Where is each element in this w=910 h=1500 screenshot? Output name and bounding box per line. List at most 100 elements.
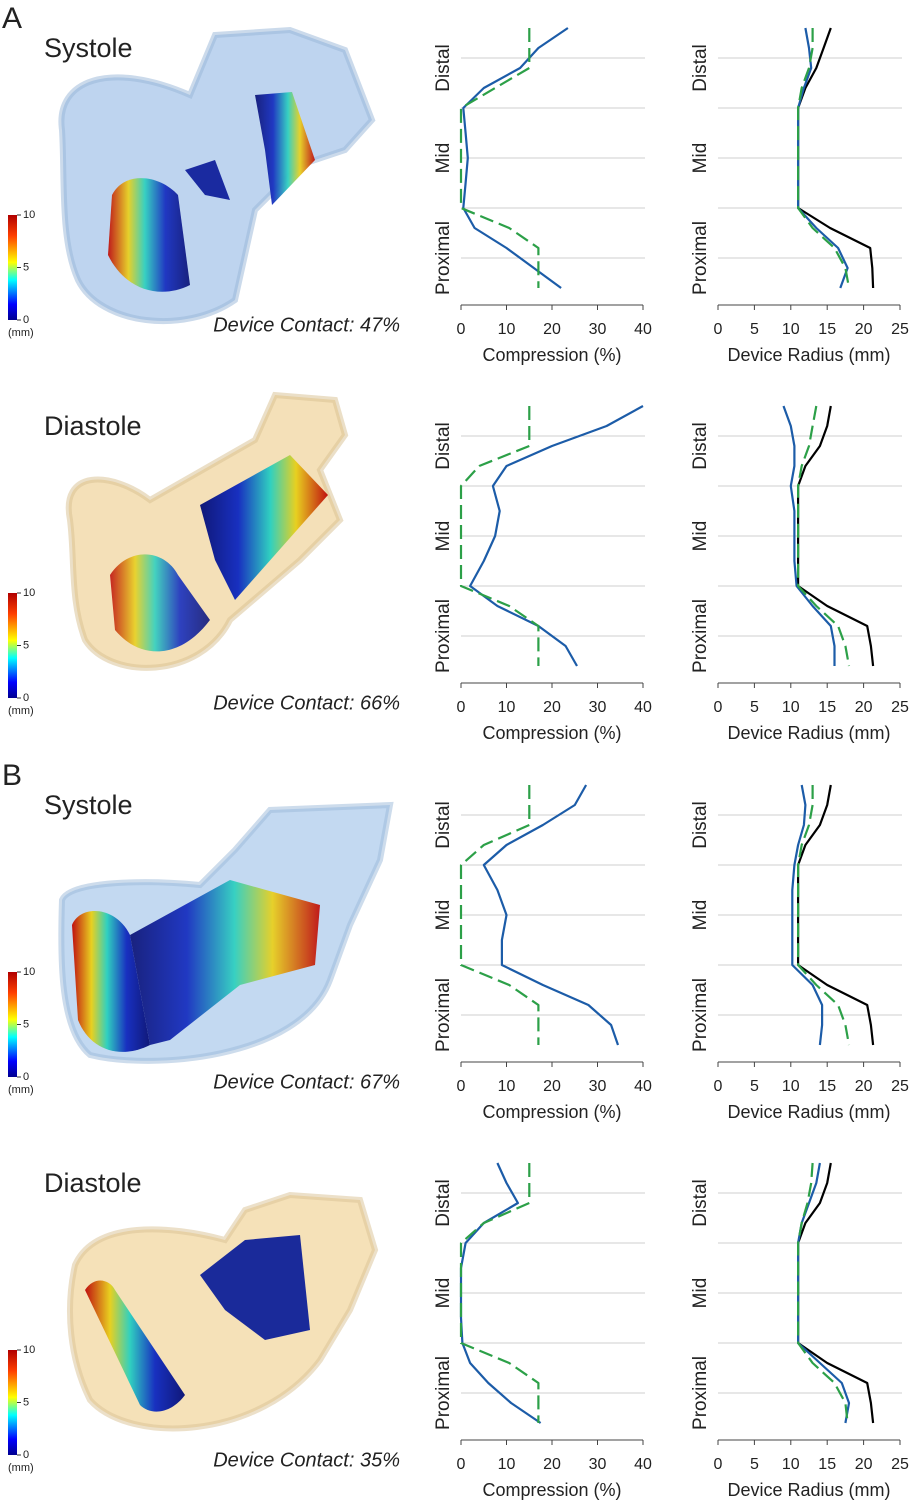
x-tick-label: 0 [457,1456,466,1473]
x-tick-label: 10 [498,1456,516,1473]
colorbar-unit: (mm) [8,327,34,339]
x-axis-label: Compression (%) [482,723,621,743]
render-b-diastole [67,1191,379,1432]
y-tick-label: Mid [433,521,454,552]
phase-label: Systole [44,790,133,820]
x-tick-label: 5 [750,1456,759,1473]
x-tick-label: 15 [818,321,836,338]
y-tick-label: Mid [690,521,711,552]
colorbar-unit: (mm) [8,705,34,717]
colorbar [8,215,17,320]
y-tick-label: Proximal [433,978,454,1052]
series-line [482,784,620,1046]
colorbar-tick-label: 5 [23,1396,29,1408]
render-a-systole [58,26,376,325]
y-tick-label: Proximal [433,599,454,673]
y-tick-label: Distal [690,801,711,849]
x-tick-label: 20 [543,1078,561,1095]
x-tick-label: 0 [714,1456,723,1473]
contact-label: Device Contact: 67% [213,1071,400,1093]
colorbar [8,972,17,1077]
x-tick-label: 20 [855,321,873,338]
x-tick-label: 25 [891,321,909,338]
render-a-diastole [65,391,349,671]
contact-label: Device Contact: 47% [213,314,400,336]
x-tick-label: 15 [818,699,836,716]
x-tick-label: 40 [634,1078,652,1095]
x-tick-label: 0 [714,1078,723,1095]
series-line [797,785,851,1046]
series-line [797,405,851,667]
y-tick-label: Mid [433,1278,454,1309]
x-tick-label: 5 [750,699,759,716]
y-tick-label: Distal [690,1179,711,1227]
x-tick-label: 5 [750,1078,759,1095]
colorbar [8,593,17,698]
x-axis-label: Device Radius (mm) [727,723,890,743]
x-tick-label: 0 [457,699,466,716]
y-tick-label: Mid [690,1278,711,1309]
y-tick-label: Proximal [690,1356,711,1430]
series-line [797,28,851,289]
series-line [791,784,824,1046]
x-tick-label: 20 [543,1456,561,1473]
y-tick-label: Proximal [690,978,711,1052]
phase-label: Systole [44,33,133,63]
x-tick-label: 40 [634,699,652,716]
series-line [459,1163,540,1423]
x-tick-label: 20 [855,1456,873,1473]
colorbar [8,1350,17,1455]
x-tick-label: 30 [589,1456,607,1473]
y-tick-label: Mid [433,900,454,931]
y-tick-label: Proximal [690,221,711,295]
x-axis-label: Device Radius (mm) [727,1480,890,1500]
x-tick-label: 20 [543,699,561,716]
x-tick-label: 0 [457,1078,466,1095]
x-tick-label: 0 [457,321,466,338]
contact-label: Device Contact: 35% [213,1449,400,1471]
colorbar-tick-label: 0 [23,1071,29,1083]
colorbar-tick-label: 0 [23,314,29,326]
y-tick-label: Distal [690,422,711,470]
x-tick-label: 10 [782,321,800,338]
y-tick-label: Distal [433,422,454,470]
x-tick-label: 15 [818,1078,836,1095]
series-line [459,28,540,288]
x-tick-label: 25 [891,1078,909,1095]
y-tick-label: Distal [433,1179,454,1227]
series-line [782,405,836,666]
x-tick-label: 0 [714,321,723,338]
colorbar-tick-label: 5 [23,1018,29,1030]
y-tick-label: Proximal [690,599,711,673]
x-tick-label: 25 [891,699,909,716]
colorbar-tick-label: 5 [23,261,29,273]
x-tick-label: 25 [891,1456,909,1473]
colorbar-unit: (mm) [8,1462,34,1474]
colorbar-tick-label: 5 [23,639,29,651]
y-tick-label: Proximal [433,1356,454,1430]
y-tick-label: Proximal [433,221,454,295]
series-line [459,406,540,666]
x-tick-label: 10 [782,699,800,716]
x-tick-label: 20 [855,699,873,716]
x-axis-label: Device Radius (mm) [727,1102,890,1122]
x-tick-label: 40 [634,321,652,338]
colorbar-tick-label: 0 [23,1449,29,1461]
colorbar-tick-label: 10 [23,587,35,599]
x-tick-label: 30 [589,1078,607,1095]
x-tick-label: 10 [782,1078,800,1095]
x-tick-label: 20 [543,321,561,338]
y-tick-label: Mid [690,900,711,931]
y-tick-label: Distal [433,44,454,92]
x-tick-label: 10 [498,321,516,338]
x-tick-label: 30 [589,321,607,338]
colorbar-tick-label: 10 [23,1344,35,1356]
colorbar-tick-label: 10 [23,209,35,221]
colorbar-unit: (mm) [8,1084,34,1096]
x-tick-label: 10 [782,1456,800,1473]
series-line [462,27,569,289]
panel-label: A [2,2,22,35]
x-axis-label: Compression (%) [482,345,621,365]
series-line [797,1162,849,1424]
